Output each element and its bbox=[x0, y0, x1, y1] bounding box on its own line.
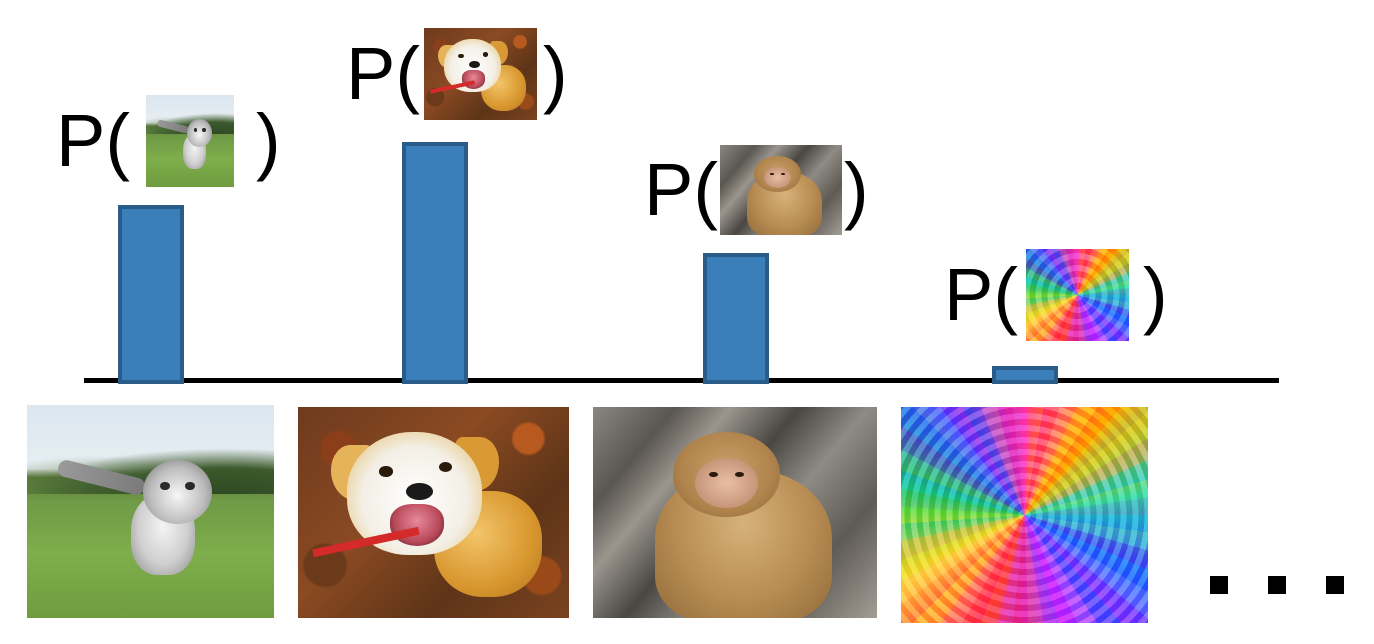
prob-close-paren: ) bbox=[256, 99, 281, 182]
kitten-thumbnail bbox=[146, 95, 234, 187]
prob-label-monkey: P( ) bbox=[644, 145, 869, 235]
prob-open-paren: P( bbox=[944, 253, 1018, 336]
ellipsis-dot bbox=[1268, 576, 1286, 594]
prob-open-paren: P( bbox=[346, 32, 420, 115]
dog-thumbnail bbox=[424, 28, 537, 120]
prob-close-paren: ) bbox=[543, 32, 568, 115]
ellipsis-dot bbox=[1326, 576, 1344, 594]
prob-close-paren: ) bbox=[844, 148, 869, 231]
noise-thumbnail bbox=[1026, 249, 1129, 341]
baseline-axis bbox=[84, 378, 1279, 383]
dog-image bbox=[298, 407, 569, 618]
bar-kitten bbox=[118, 205, 184, 384]
prob-open-paren: P( bbox=[56, 99, 130, 182]
monkey-image bbox=[593, 407, 877, 618]
monkey-thumbnail bbox=[720, 145, 842, 235]
kitten-image bbox=[27, 405, 274, 618]
bar-noise bbox=[992, 366, 1058, 384]
prob-label-noise: P( ) bbox=[944, 249, 1168, 341]
prob-close-paren: ) bbox=[1143, 253, 1168, 336]
bar-dog bbox=[402, 142, 468, 384]
ellipsis-dot bbox=[1210, 576, 1228, 594]
prob-open-paren: P( bbox=[644, 148, 718, 231]
bar-monkey bbox=[703, 253, 769, 384]
prob-label-kitten: P( ) bbox=[56, 95, 281, 187]
prob-label-dog: P( ) bbox=[346, 28, 568, 120]
noise-image bbox=[901, 407, 1148, 623]
ellipsis bbox=[1210, 576, 1344, 594]
